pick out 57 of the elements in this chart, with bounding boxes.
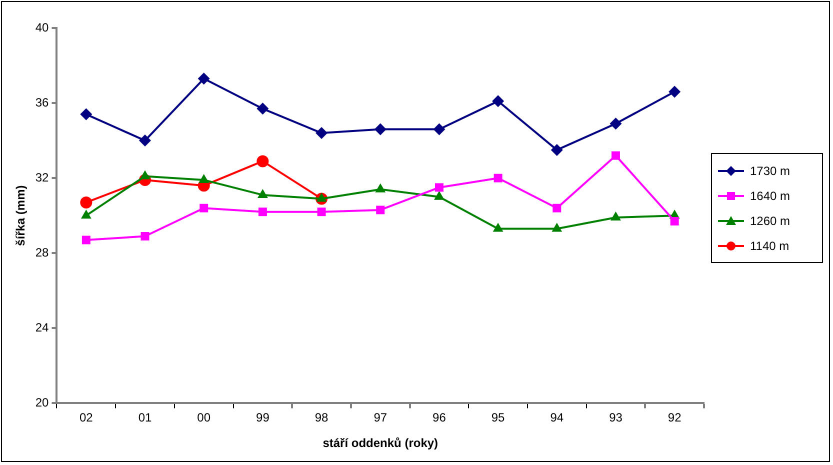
point xyxy=(552,222,562,232)
x-tick-label: 02 xyxy=(79,410,94,425)
y-axis-title: šířka (mm) xyxy=(14,185,28,246)
legend-label: 1640 m xyxy=(750,188,790,202)
point xyxy=(492,222,504,232)
point xyxy=(610,211,621,220)
x-tick-label: 95 xyxy=(491,410,506,425)
point xyxy=(668,86,681,98)
x-axis-title: stáří oddenků (roky) xyxy=(322,436,438,450)
y-tick-label: 40 xyxy=(35,20,50,34)
y-tick-label: 20 xyxy=(35,396,50,410)
y-tick-label: 36 xyxy=(35,95,50,110)
point xyxy=(494,174,502,182)
y-tick-label: 32 xyxy=(35,170,50,184)
point xyxy=(198,72,210,85)
point xyxy=(80,108,92,120)
point xyxy=(257,188,268,198)
point xyxy=(258,208,267,216)
point xyxy=(80,210,92,219)
point xyxy=(198,174,210,183)
point xyxy=(611,151,620,160)
y-tick-label: 28 xyxy=(35,245,50,260)
x-tick-label: 96 xyxy=(432,410,446,425)
x-tick-label: 98 xyxy=(314,410,329,425)
x-tick-label: 01 xyxy=(138,410,152,425)
point xyxy=(433,123,446,136)
legend-label: 1140 m xyxy=(750,238,790,252)
point xyxy=(256,102,269,115)
point xyxy=(316,192,327,202)
point xyxy=(200,204,208,212)
point xyxy=(670,216,679,226)
point xyxy=(434,183,444,192)
point xyxy=(316,127,328,140)
x-tick-label: 97 xyxy=(374,410,388,425)
x-tick-label: 99 xyxy=(256,410,270,425)
point xyxy=(80,196,92,208)
x-tick-label: 00 xyxy=(197,410,211,425)
point xyxy=(82,236,90,244)
x-tick-label: 92 xyxy=(668,410,682,425)
point xyxy=(317,208,326,216)
legend-label: 1260 m xyxy=(750,214,790,228)
point xyxy=(376,206,385,214)
point xyxy=(140,232,150,240)
x-tick-label: 93 xyxy=(609,410,623,425)
point xyxy=(139,134,152,147)
x-tick-label: 94 xyxy=(550,410,564,425)
point xyxy=(140,170,150,180)
point xyxy=(375,183,386,192)
y-tick-label: 24 xyxy=(35,320,50,334)
point xyxy=(610,118,622,130)
point xyxy=(256,155,269,168)
point xyxy=(492,95,504,108)
point xyxy=(552,204,562,212)
point xyxy=(550,144,563,156)
point xyxy=(374,123,386,136)
legend-label: 1730 m xyxy=(750,164,790,178)
point xyxy=(434,190,444,200)
